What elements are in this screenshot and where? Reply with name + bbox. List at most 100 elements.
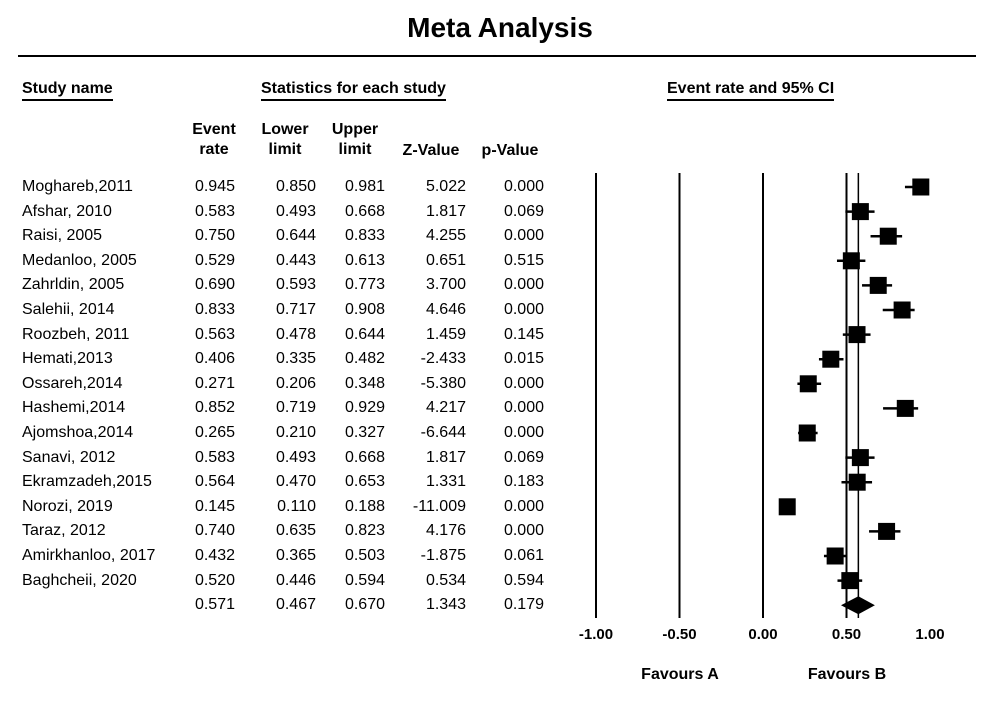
cell-z: -1.875 — [420, 547, 466, 564]
cell-p: 0.069 — [503, 202, 544, 220]
cell-upper: 0.929 — [344, 399, 385, 417]
cell-lower: 0.365 — [275, 547, 316, 564]
cell-upper: 0.644 — [344, 325, 385, 343]
effect-marker — [848, 473, 866, 491]
effect-marker — [822, 350, 840, 368]
cell-rate: 0.750 — [194, 227, 235, 245]
cell-lower: 0.443 — [275, 251, 316, 269]
cell-z: 1.331 — [425, 473, 466, 491]
cell-p: 0.000 — [503, 276, 544, 294]
cell-z: 4.646 — [425, 301, 466, 318]
cell-lower: 0.719 — [275, 399, 316, 417]
plot-header: Event rate and 95% CI — [667, 80, 835, 101]
effect-marker — [879, 227, 897, 245]
cell-upper: 0.670 — [344, 596, 385, 614]
cell-z: 0.534 — [425, 571, 466, 589]
study-name: Ekramzadeh,2015 — [22, 473, 152, 491]
cell-p: 0.000 — [503, 227, 544, 245]
cell-z: 4.255 — [425, 227, 466, 245]
study-name: Baghcheii, 2020 — [22, 571, 137, 589]
column-header: Z-Value — [402, 142, 460, 159]
cell-z: 3.700 — [425, 276, 466, 294]
effect-marker — [851, 203, 869, 221]
cell-z: 5.022 — [425, 178, 466, 195]
cell-upper: 0.482 — [344, 350, 385, 368]
effect-marker — [912, 178, 930, 196]
cell-p: 0.515 — [503, 251, 544, 269]
column-header: p-Value — [481, 142, 539, 159]
study-name: Salehii, 2014 — [22, 301, 115, 318]
cell-upper: 0.348 — [344, 374, 385, 392]
cell-lower: 0.635 — [275, 522, 316, 540]
cell-rate: 0.145 — [194, 497, 235, 515]
cell-p: 0.000 — [503, 399, 544, 417]
column-header: Upper limit — [331, 121, 379, 158]
cell-lower: 0.493 — [275, 448, 316, 466]
cell-upper: 0.327 — [344, 424, 385, 441]
cell-upper: 0.653 — [344, 473, 385, 491]
study-name: Ossareh,2014 — [22, 374, 123, 392]
cell-rate: 0.833 — [194, 301, 235, 318]
study-name: Hemati,2013 — [22, 350, 113, 368]
cell-rate: 0.271 — [194, 374, 235, 392]
cell-z: 1.817 — [425, 202, 466, 220]
effect-marker — [798, 424, 816, 442]
study-name: Sanavi, 2012 — [22, 448, 116, 466]
summary-diamond — [840, 596, 875, 615]
cell-lower: 0.470 — [275, 473, 316, 491]
cell-p: 0.594 — [503, 571, 544, 589]
cell-rate: 0.583 — [194, 448, 235, 466]
effect-marker — [778, 498, 796, 516]
cell-rate: 0.583 — [194, 202, 235, 220]
study-name: Roozbeh, 2011 — [22, 325, 130, 343]
study-name: Afshar, 2010 — [22, 202, 112, 220]
cell-lower: 0.110 — [277, 497, 316, 515]
cell-lower: 0.850 — [275, 178, 316, 195]
cell-rate: 0.265 — [194, 424, 235, 441]
column-header: Event rate — [192, 121, 236, 158]
effect-marker — [841, 572, 859, 590]
study-name: Medanloo, 2005 — [22, 251, 137, 269]
cell-upper: 0.594 — [344, 571, 385, 589]
cell-p: 0.000 — [503, 497, 544, 515]
cell-rate: 0.520 — [194, 571, 235, 589]
cell-p: 0.015 — [503, 350, 544, 368]
cell-z: -5.380 — [420, 374, 466, 392]
cell-rate: 0.529 — [194, 251, 235, 269]
cell-p: 0.069 — [503, 448, 544, 466]
effect-marker — [799, 375, 817, 393]
effect-marker — [878, 522, 896, 540]
cell-rate: 0.432 — [194, 547, 235, 564]
cell-p: 0.145 — [503, 325, 544, 343]
cell-z: -2.433 — [420, 350, 466, 368]
effect-marker — [896, 399, 914, 417]
effect-marker — [848, 326, 866, 344]
cell-upper: 0.613 — [344, 251, 385, 269]
effect-marker — [826, 547, 844, 565]
x-tick-label: 1.00 — [915, 626, 944, 643]
cell-lower: 0.493 — [275, 202, 316, 220]
cell-p: 0.179 — [503, 596, 544, 614]
column-header: Lower limit — [261, 121, 309, 158]
cell-rate: 0.564 — [194, 473, 235, 491]
cell-lower: 0.717 — [275, 301, 316, 318]
cell-z: 4.217 — [425, 399, 466, 417]
cell-upper: 0.668 — [344, 202, 385, 220]
cell-p: 0.000 — [503, 424, 544, 441]
cell-p: 0.000 — [503, 374, 544, 392]
cell-rate: 0.563 — [194, 325, 235, 343]
cell-z: 4.176 — [425, 522, 466, 540]
cell-z: 1.459 — [425, 325, 466, 343]
title-rule — [18, 55, 976, 57]
cell-p: 0.000 — [503, 301, 544, 318]
study-name: Taraz, 2012 — [22, 522, 106, 540]
cell-z: 1.343 — [425, 596, 466, 614]
study-name: Ajomshoa,2014 — [22, 424, 134, 441]
effect-marker — [842, 252, 860, 270]
cell-lower: 0.467 — [275, 596, 316, 614]
cell-z: 1.817 — [425, 448, 466, 466]
study-name: Hashemi,2014 — [22, 399, 126, 417]
cell-upper: 0.908 — [344, 301, 385, 318]
cell-rate: 0.571 — [194, 596, 235, 614]
